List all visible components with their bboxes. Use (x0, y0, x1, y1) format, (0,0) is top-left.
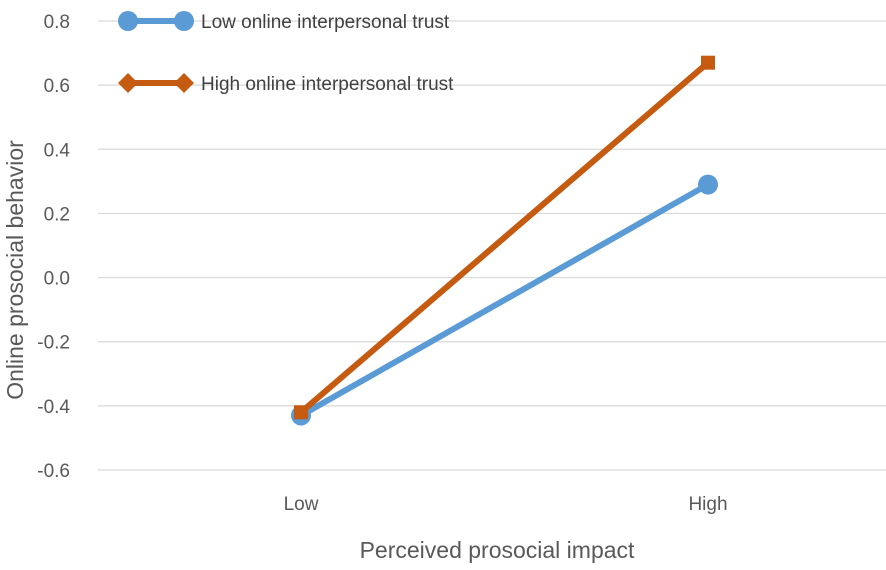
y-tick-label: -0.2 (37, 333, 70, 354)
legend-label: High online interpersonal trust (201, 74, 454, 95)
data-point (698, 174, 718, 195)
series-group (291, 55, 718, 426)
y-tick-label: 0.4 (44, 140, 71, 161)
y-tick-labels: -0.6 -0.4 -0.2 0.0 0.2 0.4 0.6 0.8 (37, 12, 70, 482)
legend-marker (118, 73, 138, 93)
series-line-2 (299, 60, 710, 415)
legend-marker (174, 11, 194, 31)
y-tick-label: -0.4 (37, 397, 70, 418)
y-axis-title: Online prosocial behavior (2, 140, 28, 400)
x-tick-label: High (688, 494, 727, 515)
data-point (294, 405, 308, 420)
series-line-1 (299, 181, 710, 419)
y-tick-label: 0.2 (44, 204, 70, 225)
y-tick-label: 0.0 (44, 269, 70, 290)
y-tick-label: 0.8 (44, 12, 70, 33)
legend-marker (174, 73, 194, 93)
legend: Low online interpersonal trust High onlin… (118, 11, 454, 95)
x-axis-title: Perceived prosocial impact (360, 537, 635, 563)
x-tick-label: Low (284, 494, 319, 515)
legend-marker (118, 11, 138, 31)
y-tick-label: 0.6 (44, 76, 70, 97)
legend-label: Low online interpersonal trust (201, 12, 450, 33)
gridlines (98, 20, 886, 471)
data-point (701, 55, 715, 70)
y-tick-label: -0.6 (37, 461, 70, 482)
x-tick-labels: Low High (284, 494, 728, 515)
